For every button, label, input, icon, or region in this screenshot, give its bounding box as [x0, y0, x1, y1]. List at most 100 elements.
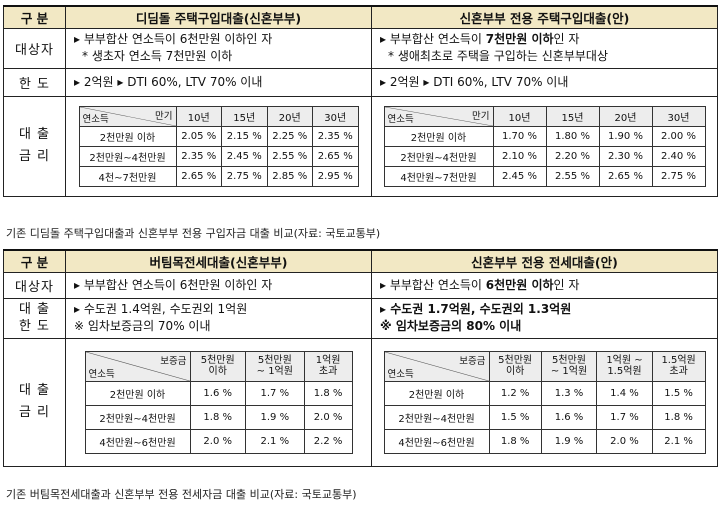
newlywed-purchase-rate-table: 만기 연소득 10년 15년 20년 30년 2천만원 이하 1.70 % 1.…	[383, 105, 706, 187]
rate-value: 2.1 %	[651, 428, 706, 454]
rate-value: 1.9 %	[244, 404, 305, 430]
beotimmok-rate-table: 보증금 연소득 5천만원 이하 5천만원 ~ 1억원 1억원 초과 2천만원 이하 1…	[84, 350, 353, 454]
col-text: 1억원	[315, 355, 341, 366]
rate-value: 1.90 %	[598, 125, 653, 147]
rate-value: 2.35 %	[312, 125, 359, 147]
income-label: 2천만원 이하	[383, 380, 490, 406]
col-text: 5천만원	[257, 355, 292, 366]
rate-value: 2.45 %	[221, 145, 268, 167]
newlywed-jeonse-limit-line2: ※ 임차보증금의 80% 이내	[380, 319, 522, 333]
beotimmok-limit-cell: ▸ 수도권 1.4억원, 수도권외 1억원 ※ 임차보증금의 70% 이내	[65, 297, 372, 339]
income-label: 2천만원~4천만원	[78, 145, 177, 167]
corner-deposit-label: 보증금	[160, 355, 187, 367]
table-row: 4천만원~6천만원 2.0 % 2.1 % 2.2 %	[84, 428, 353, 454]
table-row: 4천~7천만원 2.65 % 2.75 % 2.85 % 2.95 %	[78, 165, 359, 187]
rate-value: 1.7 %	[596, 404, 653, 430]
header-gubun: 구 분	[3, 5, 66, 29]
rate-value: 2.75 %	[651, 165, 706, 187]
col-text: 5천만원	[200, 355, 235, 366]
income-label: 4천만원~6천만원	[383, 428, 490, 454]
target-bold-text: 7천만원 이하	[485, 32, 554, 46]
deposit-col-over-100m: 1억원 초과	[303, 350, 353, 382]
rate-value: 1.3 %	[540, 380, 598, 406]
rate-value: 2.45 %	[492, 165, 547, 187]
term-col-15: 15년	[545, 105, 600, 127]
corner-deposit-label: 보증금	[459, 355, 486, 367]
income-label: 2천만원 이하	[383, 125, 494, 147]
corner-term-label: 만기	[472, 110, 490, 122]
table-row: 2천만원 이하 2.05 % 2.15 % 2.25 % 2.35 %	[78, 125, 359, 147]
rate-value: 1.70 %	[492, 125, 547, 147]
col-text: 5천만원	[552, 355, 586, 366]
target-text: ▸ 부부합산 연소득이	[380, 32, 486, 46]
rate-corner: 만기 연소득	[383, 105, 494, 127]
income-label: 2천만원~4천만원	[383, 404, 490, 430]
col-text: 5천만원	[498, 355, 533, 366]
rate-value: 1.8 %	[488, 428, 542, 454]
col-text: 초과	[669, 366, 688, 377]
table-row: 4천만원~7천만원 2.45 % 2.55 % 2.65 % 2.75 %	[383, 165, 706, 187]
term-col-20: 20년	[266, 105, 313, 127]
rate-label-line1: 대 출	[18, 127, 51, 142]
didimdol-limit: ▸ 2억원 ▸ DTI 60%, LTV 70% 이내	[65, 67, 372, 97]
rate-value: 2.15 %	[221, 125, 268, 147]
rate-value: 2.55 %	[266, 145, 313, 167]
rate-value: 1.6 %	[189, 380, 246, 406]
deposit-col-under-50m: 5천만원 이하	[189, 350, 246, 382]
home-purchase-comparison-table: 구 분 디딤돌 주택구입대출(신혼부부) 신혼부부 전용 주택구입대출(안) 대…	[3, 5, 718, 197]
rate-value: 2.00 %	[651, 125, 706, 147]
col-text: 1.5억원	[661, 355, 696, 366]
rate-value: 1.4 %	[596, 380, 653, 406]
term-col-30: 30년	[312, 105, 359, 127]
income-label: 2천만원~4천만원	[383, 145, 494, 167]
rate-corner: 보증금 연소득	[383, 350, 490, 382]
table-row: 2천만원 이하 1.70 % 1.80 % 1.90 % 2.00 %	[383, 125, 706, 147]
newlywed-jeonse-target: ▸ 부부합산 연소득이 6천만원 이하인 자	[371, 271, 718, 299]
income-label: 4천~7천만원	[78, 165, 177, 187]
income-label: 4천만원~7천만원	[383, 165, 494, 187]
income-label: 2천만원 이하	[78, 125, 177, 147]
rate-corner: 보증금 연소득	[84, 350, 191, 382]
target-text-end: 인 자	[553, 277, 580, 292]
newlywed-jeonse-rate-table: 보증금 연소득 5천만원 이하 5천만원 ~ 1억원 1억원 ~1.5억원 1.5억…	[383, 350, 706, 454]
rate-value: 2.25 %	[266, 125, 313, 147]
row-label-limit: 대 출 한 도	[3, 297, 66, 339]
table-row: 2천만원~4천만원 2.35 % 2.45 % 2.55 % 2.65 %	[78, 145, 359, 167]
rate-value: 2.30 %	[598, 145, 653, 167]
rate-value: 1.8 %	[303, 380, 353, 406]
row-label-target: 대상자	[3, 27, 66, 69]
deposit-col-100m-150m: 1억원 ~1.5억원	[596, 350, 653, 382]
rate-value: 1.8 %	[651, 404, 706, 430]
didimdol-target-line1: ▸ 부부합산 연소득이 6천만원 이하인 자	[74, 32, 273, 46]
limit-label-line1: 대 출	[18, 302, 51, 317]
header-gubun: 구 분	[3, 249, 66, 273]
rate-value: 2.0 %	[189, 428, 246, 454]
col-text: 1억원 ~	[606, 355, 643, 366]
rate-value: 1.7 %	[244, 380, 305, 406]
caption-purchase: 기존 디딤돌 주택구입대출과 신혼부부 전용 구입자금 대출 비교(자료: 국토…	[6, 227, 381, 240]
target-text-end: 인 자	[553, 32, 580, 46]
newlywed-purchase-rate-cell: 만기 연소득 10년 15년 20년 30년 2천만원 이하 1.70 % 1.…	[371, 95, 718, 197]
term-col-10: 10년	[175, 105, 222, 127]
corner-term-label: 만기	[155, 110, 173, 122]
newlywed-jeonse-limit-line1: ▸ 수도권 1.7억원, 수도권외 1.3억원	[380, 302, 572, 316]
rate-value: 2.0 %	[303, 404, 353, 430]
income-label: 2천만원 이하	[84, 380, 191, 406]
corner-income-label: 연소득	[88, 368, 115, 380]
rate-value: 1.5 %	[488, 404, 542, 430]
term-col-20: 20년	[598, 105, 653, 127]
newlywed-purchase-target-line2: * 생애최초로 주택을 구입하는 신혼부부대상	[388, 49, 608, 63]
col-text: ~ 1억원	[550, 366, 588, 377]
rate-value: 2.40 %	[651, 145, 706, 167]
rate-value: 1.80 %	[545, 125, 600, 147]
rate-value: 2.75 %	[221, 165, 268, 187]
rate-value: 2.65 %	[175, 165, 222, 187]
header-beotimmok: 버팀목전세대출(신혼부부)	[65, 249, 372, 273]
beotimmok-rate-cell: 보증금 연소득 5천만원 이하 5천만원 ~ 1억원 1억원 초과 2천만원 이하 1…	[65, 337, 372, 467]
term-col-15: 15년	[221, 105, 268, 127]
rate-label-line2: 금 리	[18, 405, 51, 420]
newlywed-jeonse-limit-cell: ▸ 수도권 1.7억원, 수도권외 1.3억원 ※ 임차보증금의 80% 이내	[371, 297, 718, 339]
col-text: 이하	[208, 366, 227, 377]
col-text: ~ 1억원	[256, 366, 293, 377]
row-label-rate: 대 출 금 리	[3, 337, 66, 467]
